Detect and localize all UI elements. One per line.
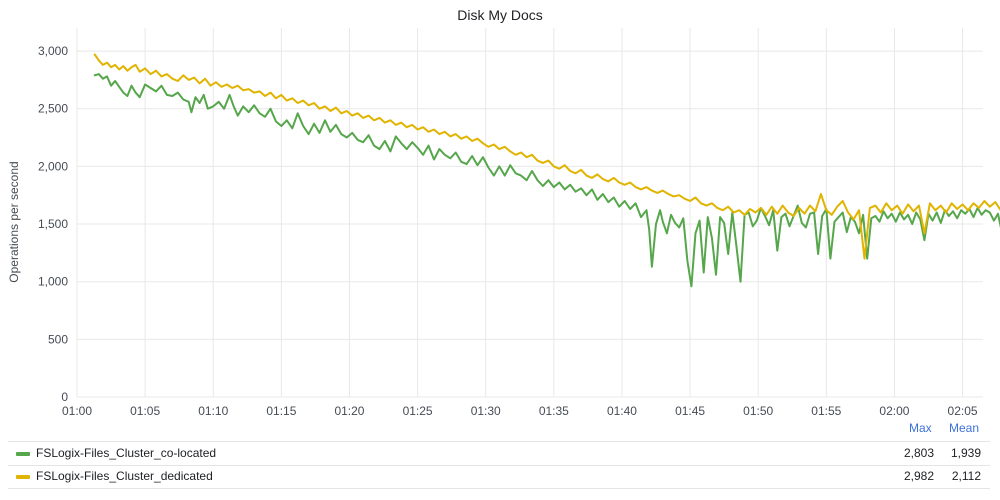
x-tick-label: 01:30: [471, 404, 501, 418]
line-chart: 0 500 1,000 1,500 2,000 2,500 3,000 01:00 01:05…: [7, 28, 1000, 418]
x-tick-label: 01:00: [62, 404, 92, 418]
legend-max-value: 2,982: [903, 469, 934, 483]
x-tick-label: 01:05: [130, 404, 160, 418]
series-line-dedicated[interactable]: [93, 53, 1000, 260]
x-tick-label: 01:15: [266, 404, 296, 418]
x-tick-label: 01:50: [743, 404, 773, 418]
grid: [76, 28, 983, 398]
legend-swatch-co-located: [16, 452, 30, 456]
legend-mean-value: 2,112: [951, 469, 981, 483]
series-line-co-located[interactable]: [93, 73, 1000, 288]
x-tick-label: 01:20: [334, 404, 364, 418]
x-tick-label: 02:05: [948, 404, 978, 418]
legend-max-value: 2,803: [903, 446, 934, 460]
legend-header-mean[interactable]: Mean: [949, 421, 980, 435]
legend-header-max[interactable]: Max: [909, 421, 932, 435]
x-tick-label: 01:35: [539, 404, 569, 418]
y-tick-label: 3,000: [38, 44, 68, 58]
legend-mean-value: 1,939: [950, 446, 981, 460]
y-tick-label: 1,500: [38, 217, 68, 231]
legend-swatch-dedicated: [16, 475, 30, 479]
y-tick-label: 1,000: [38, 275, 68, 289]
legend-series-name[interactable]: FSLogix-Files_Cluster_dedicated: [36, 469, 213, 483]
chart-title: Disk My Docs: [457, 7, 543, 23]
y-tick-label: 2,000: [38, 159, 68, 173]
y-axis-label: Operations per second: [7, 161, 21, 282]
x-tick-label: 02:00: [879, 404, 909, 418]
x-tick-label: 01:25: [403, 404, 433, 418]
y-axis: 0 500 1,000 1,500 2,000 2,500 3,000: [38, 44, 68, 404]
x-tick-label: 01:45: [675, 404, 705, 418]
legend-row-dedicated[interactable]: FSLogix-Files_Cluster_dedicated 2,982 2,…: [8, 465, 990, 489]
x-tick-label: 01:55: [811, 404, 841, 418]
y-tick-label: 0: [61, 390, 68, 404]
legend-row-co-located[interactable]: FSLogix-Files_Cluster_co-located 2,803 1…: [8, 441, 990, 466]
y-tick-label: 500: [48, 332, 68, 346]
x-tick-label: 01:40: [607, 404, 637, 418]
x-axis: 01:00 01:05 01:10 01:15 01:20 01:25 01:30 01:35…: [62, 404, 978, 418]
series-lines: [93, 53, 1000, 288]
y-tick-label: 2,500: [38, 102, 68, 116]
legend-series-name[interactable]: FSLogix-Files_Cluster_co-located: [36, 446, 217, 460]
x-tick-label: 01:10: [198, 404, 228, 418]
